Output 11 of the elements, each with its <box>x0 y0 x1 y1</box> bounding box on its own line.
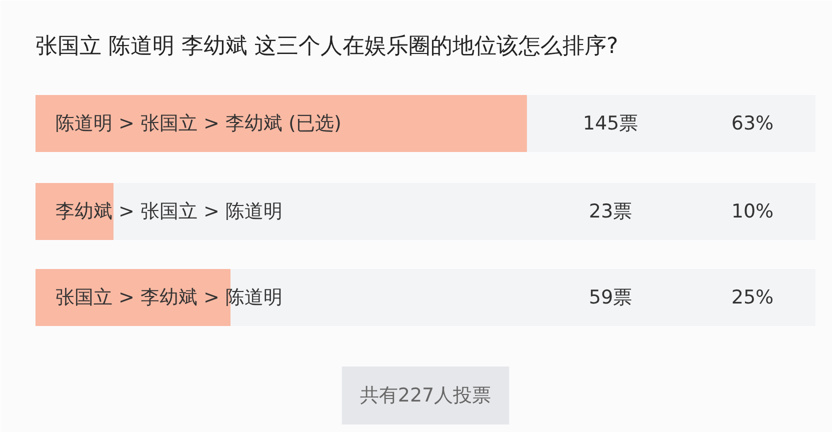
annotation: 59票 <box>588 286 632 308</box>
annotation: 23票 <box>588 200 632 222</box>
y-tick-label: 张国立 > 李幼斌 > 陈道明 <box>56 286 282 308</box>
data-label: 10% <box>731 200 774 222</box>
data-label: 63% <box>731 112 774 134</box>
y-tick-label: 陈道明 > 张国立 > 李幼斌 (已选) <box>56 112 342 134</box>
data-label: 25% <box>731 286 774 308</box>
annotation: 145票 <box>582 112 638 134</box>
chart-title: 张国立 陈道明 李幼斌 这三个人在娱乐圈的地位该怎么排序? <box>36 34 618 59</box>
text: 共有227人投票 <box>360 384 492 406</box>
y-tick-label: 李幼斌 > 张国立 > 陈道明 <box>56 200 282 222</box>
